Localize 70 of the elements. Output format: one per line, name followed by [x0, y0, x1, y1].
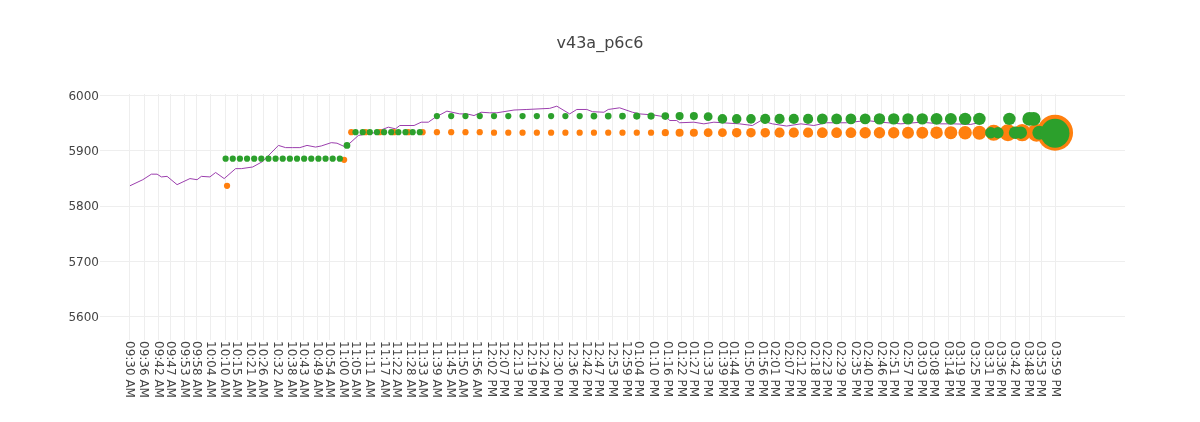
x-tick-label: 12:59 PM — [620, 341, 635, 397]
x-tick-label: 02:51 PM — [886, 341, 901, 397]
x-tick-label: 02:29 PM — [834, 341, 849, 397]
x-tick-label: 12:30 PM — [551, 341, 566, 397]
x-tick-label: 02:40 PM — [860, 341, 875, 397]
x-tick-label: 02:07 PM — [782, 341, 797, 397]
y-tick-label: 5800 — [68, 199, 99, 214]
x-tick-label: 12:07 PM — [496, 341, 511, 397]
x-tick-label: 10:43 AM — [296, 341, 311, 398]
x-tick-label: 11:33 AM — [415, 341, 430, 398]
x-tick-label: 03:42 PM — [1008, 341, 1023, 397]
x-tick-label: 03:59 PM — [1048, 341, 1063, 397]
x-tick-label: 01:33 PM — [701, 341, 716, 397]
x-tick-label: 10:04 AM — [203, 341, 218, 398]
x-tick-label: 01:56 PM — [755, 341, 770, 397]
x-tick-label: 11:17 AM — [377, 341, 392, 398]
x-tick-label: 02:57 PM — [901, 341, 916, 397]
x-tick-label: 02:18 PM — [808, 341, 823, 397]
x-tick-label: 10:10 AM — [218, 341, 233, 398]
x-tick-label: 03:25 PM — [967, 341, 982, 397]
x-tick-label: 02:01 PM — [767, 341, 782, 397]
x-tick-label: 03:48 PM — [1022, 341, 1037, 397]
x-tick-label: 01:44 PM — [727, 341, 742, 397]
x-tick-label: 12:53 PM — [606, 341, 621, 397]
x-tick-label: 09:36 AM — [137, 341, 152, 398]
x-tick-label: 09:42 AM — [151, 341, 166, 398]
x-tick-label: 10:21 AM — [244, 341, 259, 398]
x-tick-label: 11:39 AM — [430, 341, 445, 398]
x-tick-label: 02:46 PM — [874, 341, 889, 397]
x-tick-label: 03:14 PM — [941, 341, 956, 397]
x-tick-label: 11:22 AM — [389, 341, 404, 398]
x-tick-label: 09:58 AM — [189, 341, 204, 398]
x-tick-label: 03:19 PM — [953, 341, 968, 397]
x-tick-label: 10:38 AM — [284, 341, 299, 398]
x-tick-label: 10:26 AM — [256, 341, 271, 398]
x-tick-label: 11:56 AM — [470, 341, 485, 398]
x-tick-label: 10:32 AM — [270, 341, 285, 398]
x-tick-label: 11:45 AM — [444, 341, 459, 398]
x-tick-label: 02:23 PM — [820, 341, 835, 397]
y-tick-label: 5600 — [68, 309, 99, 324]
x-tick-label: 11:05 AM — [349, 341, 364, 398]
x-tick-label: 11:11 AM — [363, 341, 378, 398]
x-tick-label: 12:42 PM — [579, 341, 594, 397]
x-tick-label: 01:10 PM — [646, 341, 661, 397]
y-tick-label: 6000 — [68, 88, 99, 103]
chart-title: v43a_p6c6 — [556, 32, 644, 53]
x-tick-label: 02:35 PM — [848, 341, 863, 397]
x-tick-label: 01:39 PM — [715, 341, 730, 397]
x-tick-label: 12:24 PM — [537, 341, 552, 397]
x-tick-label: 09:53 AM — [177, 341, 192, 398]
x-tick-label: 03:03 PM — [915, 341, 930, 397]
x-tick-label: 12:02 PM — [484, 341, 499, 397]
y-tick-label: 5700 — [68, 254, 99, 269]
x-tick-label: 03:08 PM — [927, 341, 942, 397]
x-tick-label: 10:15 AM — [230, 341, 245, 398]
x-tick-label: 03:53 PM — [1034, 341, 1049, 397]
x-tick-label: 12:36 PM — [565, 341, 580, 397]
x-tick-label: 09:47 AM — [163, 341, 178, 398]
x-tick-label: 09:30 AM — [123, 341, 138, 398]
x-tick-label: 02:12 PM — [794, 341, 809, 397]
x-tick-label: 11:00 AM — [337, 341, 352, 398]
x-tick-label: 01:16 PM — [660, 341, 675, 397]
x-tick-label: 01:50 PM — [741, 341, 756, 397]
x-tick-label: 12:13 PM — [510, 341, 525, 397]
x-tick-label: 11:50 AM — [456, 341, 471, 398]
x-tick-label: 12:19 PM — [525, 341, 540, 397]
y-tick-label: 5900 — [68, 144, 99, 159]
x-tick-label: 12:47 PM — [591, 341, 606, 397]
x-tick-label: 01:04 PM — [632, 341, 647, 397]
x-tick-label: 11:28 AM — [403, 341, 418, 398]
